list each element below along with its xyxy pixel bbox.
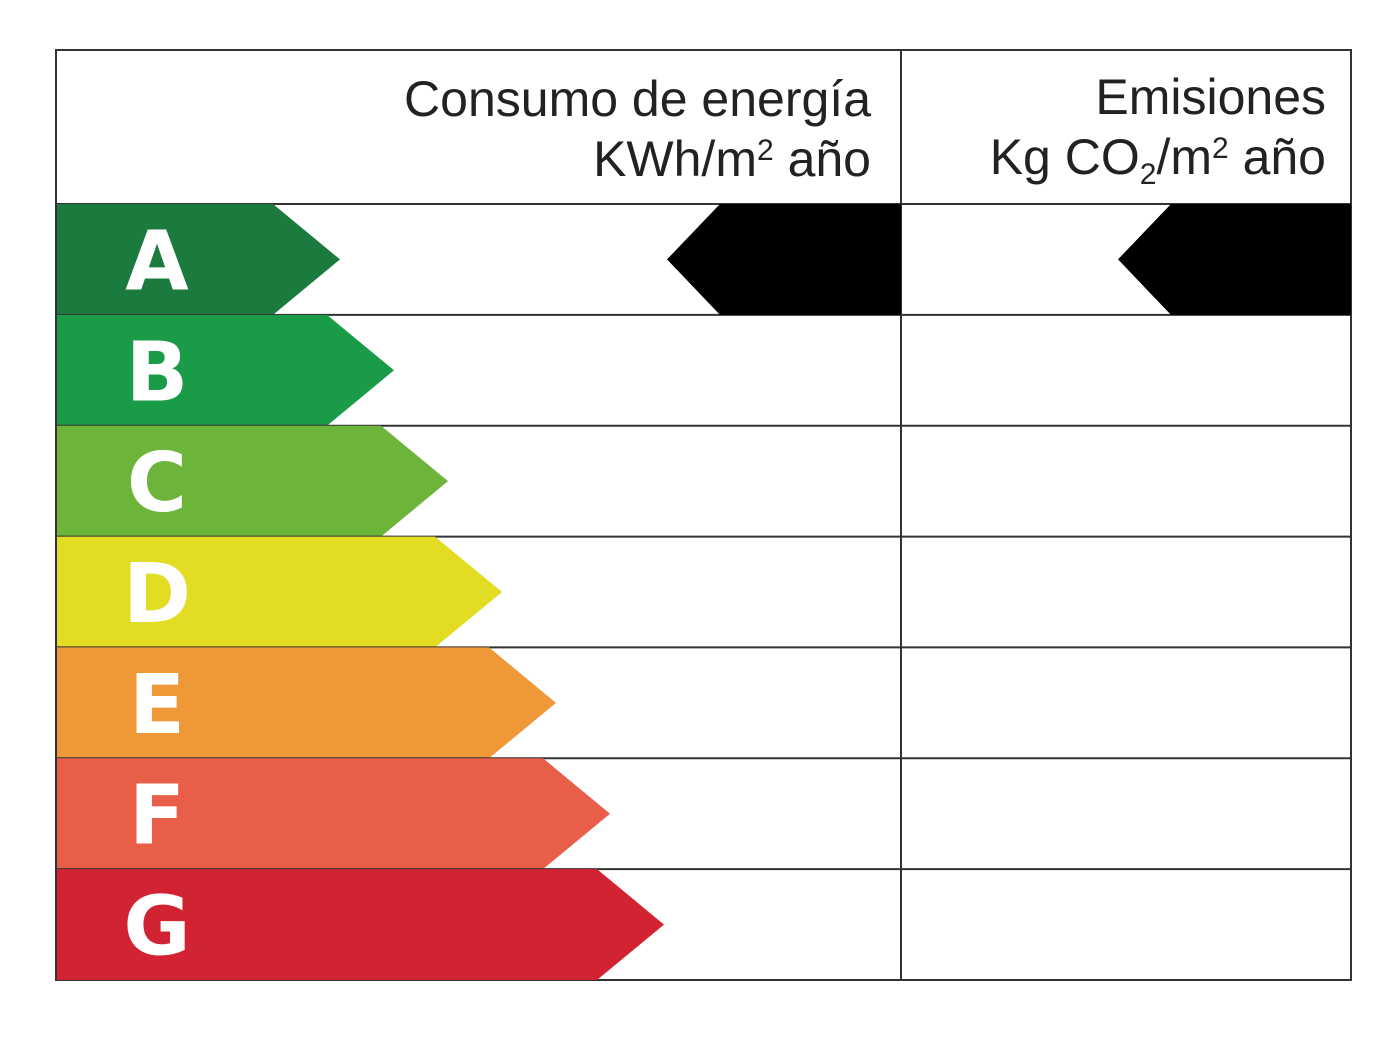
rating-letter-g: G [123,880,190,975]
rating-letter-f: F [129,769,185,864]
rating-letter-d: D [123,547,191,642]
rating-arrow-g [57,869,664,980]
emissions-column-unit: Kg CO2/m2 año [990,129,1326,191]
table-frame [55,49,1352,981]
rating-letter-c: C [127,436,187,531]
rating-arrow-e [57,647,556,759]
energy-column-unit: KWh/m2 año [593,131,871,187]
emissions-column-title: Emisiones [1095,69,1326,125]
rating-arrow-d [57,536,502,648]
rating-arrow-c [57,425,448,537]
rating-letter-a: A [125,214,189,309]
rating-letter-b: B [126,325,189,420]
energy-column-title: Consumo de energía [404,71,871,127]
rating-arrow-b [57,314,394,426]
rating-indicators [667,204,1351,315]
emissions-rating-indicator [1118,204,1351,315]
rating-arrow-a [57,204,340,315]
energy-rating-indicator [667,204,901,315]
rating-letter-e: E [129,658,185,753]
rating-arrow-f [57,758,610,870]
